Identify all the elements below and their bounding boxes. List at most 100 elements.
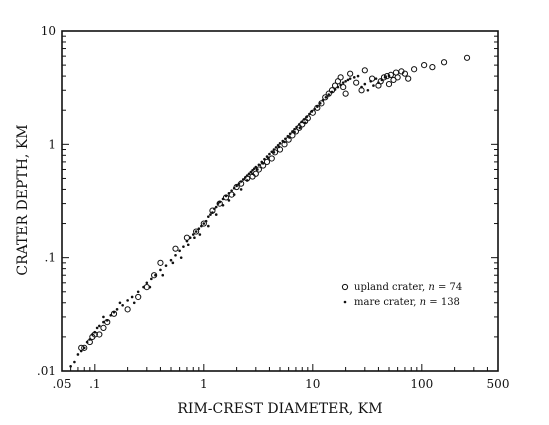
upland-crater-point: [100, 324, 107, 332]
mare-crater-point: [73, 360, 76, 364]
mare-crater-point: [209, 213, 212, 216]
mare-crater-point: [154, 273, 157, 277]
upland-crater-point: [172, 245, 179, 252]
mare-crater-point: [372, 84, 375, 87]
mare-crater-point: [136, 290, 140, 294]
legend-label-upland: upland crater, n = 74: [354, 282, 462, 293]
mare-crater-point: [142, 285, 145, 289]
upland-crater-point: [377, 78, 384, 85]
mare-crater-point: [132, 301, 136, 305]
mare-crater-point: [369, 79, 373, 83]
mare-crater-point: [185, 239, 189, 243]
axis-ticks: [61, 35, 499, 372]
x-tick-label: 1: [200, 377, 208, 391]
mare-crater-point: [115, 308, 119, 311]
upland-crater-point: [183, 234, 191, 241]
mare-crater-point: [310, 110, 314, 113]
upland-crater-point: [200, 220, 207, 227]
upland-crater-point: [353, 79, 360, 86]
mare-crater-point: [224, 194, 228, 198]
mare-crater-point: [348, 77, 352, 80]
mare-crater-point: [221, 203, 225, 207]
mare-crater-point: [293, 130, 296, 134]
upland-crater-point: [361, 67, 368, 74]
upland-crater-point: [385, 80, 393, 88]
mare-crater-point: [316, 105, 319, 108]
mare-crater-point: [202, 222, 206, 225]
mare-crater-point: [237, 182, 241, 185]
upland-crater-point: [124, 306, 131, 313]
mare-crater-point: [251, 169, 254, 172]
upland-crater-point: [268, 155, 275, 162]
mare-crater-point: [293, 127, 296, 131]
upland-crater-point: [387, 71, 394, 78]
legend-marker-mare: [343, 300, 347, 304]
mare-crater-point: [360, 85, 363, 89]
mare-crater-point: [254, 165, 258, 169]
mare-crater-point: [257, 163, 261, 167]
x-tick-label: 100: [410, 377, 433, 391]
mare-crater-point: [102, 315, 105, 319]
x-tick-label: 500: [487, 377, 510, 391]
x-axis-title: RIM-CREST DIAMETER, KM: [177, 401, 382, 417]
mare-crater-point: [150, 277, 153, 281]
axis-tick-labels: .05 .1 1 10 100 500 .01 .1 1 10: [37, 24, 510, 391]
mare-crater-point: [377, 81, 380, 84]
mare-crater-point: [161, 273, 165, 277]
mare-crater-point: [278, 142, 282, 145]
mare-crater-point: [324, 96, 328, 99]
mare-crater-point: [88, 338, 92, 341]
mare-crater-point: [270, 150, 274, 154]
plot-frame: [61, 30, 499, 372]
mare-crater-point: [230, 189, 233, 192]
mare-crater-point: [186, 243, 190, 247]
mare-crater-point: [252, 167, 256, 170]
mare-crater-point: [85, 340, 89, 344]
upland-crater-point: [421, 62, 428, 69]
mare-crater-point: [305, 115, 309, 119]
legend-marker-upland: [341, 283, 349, 291]
mare-crater-point: [69, 365, 72, 368]
y-tick-label: 1: [48, 137, 56, 151]
x-tick-label: .1: [89, 377, 100, 391]
upland-crater-point: [440, 59, 448, 66]
mare-crater-point: [261, 162, 265, 165]
upland-crater-point: [337, 74, 344, 81]
mare-crater-point: [182, 245, 185, 248]
mare-crater-point: [216, 202, 220, 205]
mare-crater-point: [121, 303, 124, 307]
mare-crater-point: [82, 346, 86, 350]
mare-crater-point: [198, 233, 202, 236]
mare-crater-point: [211, 211, 214, 214]
mare-crater-point: [159, 268, 162, 272]
mare-crater-point: [295, 125, 298, 129]
mare-crater-point: [164, 264, 168, 267]
x-tick-label: 10: [305, 377, 320, 391]
upland-crater-point: [340, 83, 347, 91]
mare-crater-point: [227, 191, 231, 195]
upland-crater-point: [304, 115, 311, 122]
mare-crater-point: [93, 330, 97, 334]
upland-crater-point: [325, 90, 332, 97]
mare-crater-point: [191, 233, 195, 236]
mare-crater-point: [221, 197, 225, 201]
mare-crater-point: [339, 83, 342, 87]
mare-crater-point: [239, 188, 243, 191]
mare-crater-point: [235, 184, 238, 188]
upland-crater-point: [322, 94, 329, 101]
mare-crater-point: [346, 78, 350, 82]
mare-crater-point: [247, 172, 251, 176]
mare-crater-point: [327, 93, 331, 96]
mare-crater-point: [178, 249, 181, 253]
mare-crater-point: [336, 85, 340, 89]
mare-crater-point: [288, 136, 291, 139]
mare-crater-point: [95, 326, 99, 330]
mare-crater-point: [321, 98, 325, 102]
upland-crater-point: [347, 70, 354, 77]
y-axis-title: CRATER DEPTH, KM: [15, 124, 31, 275]
y-tick-label: .01: [37, 364, 56, 378]
mare-crater-point: [214, 213, 218, 216]
mare-crater-point: [251, 172, 254, 176]
mare-crater-point: [387, 74, 391, 78]
mare-crater-point: [313, 107, 316, 111]
